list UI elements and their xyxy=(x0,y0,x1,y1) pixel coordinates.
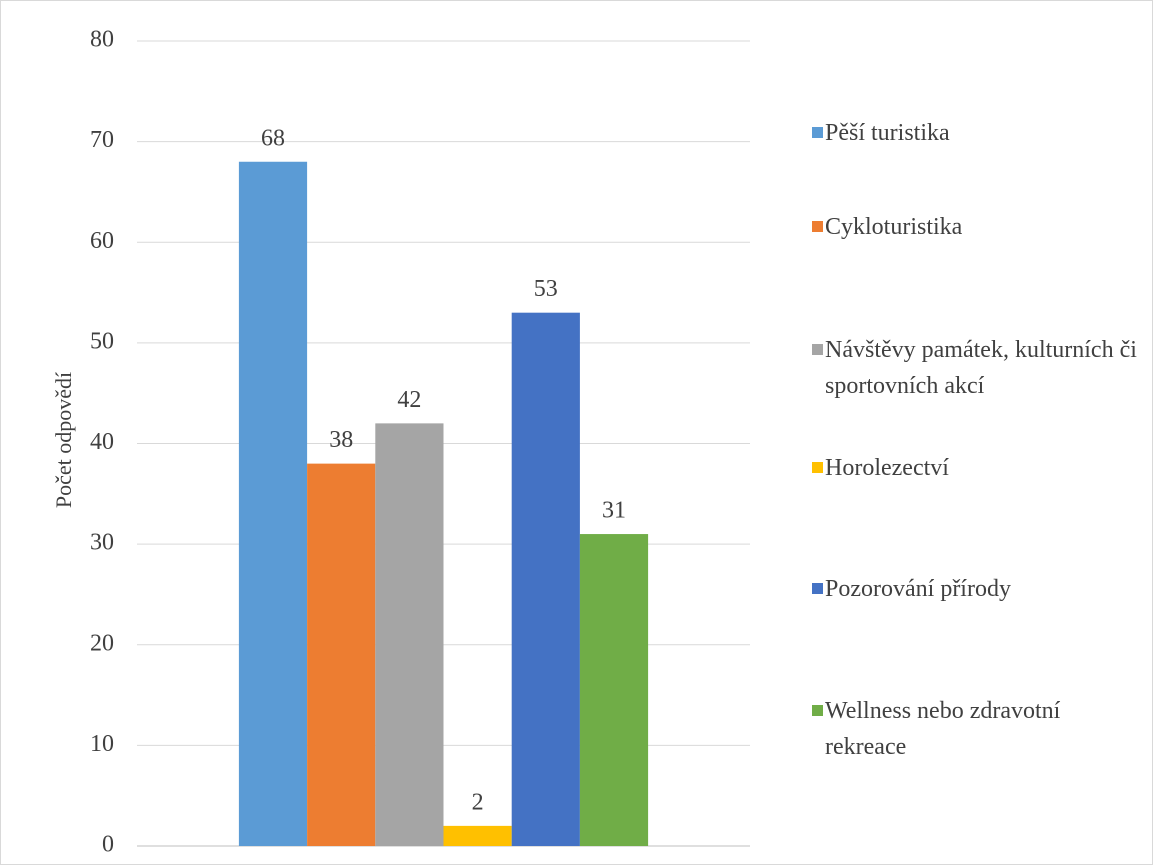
legend-label: Pozorování přírody xyxy=(825,576,1011,602)
legend-swatch xyxy=(812,221,823,232)
y-tick-label: 30 xyxy=(90,530,114,556)
data-label: 68 xyxy=(261,125,285,151)
bar xyxy=(307,463,376,846)
y-tick-label: 40 xyxy=(90,429,114,455)
legend-swatch xyxy=(812,705,823,716)
legend-entry: Návštěvy památek, kulturních či sportovn… xyxy=(812,332,1142,404)
legend-entry: Pěší turistika xyxy=(812,115,1142,151)
data-label: 42 xyxy=(397,387,421,413)
data-label: 53 xyxy=(534,276,558,302)
data-label: 38 xyxy=(329,427,353,453)
bar xyxy=(579,534,649,846)
y-tick-label: 80 xyxy=(90,27,114,53)
y-tick-label: 20 xyxy=(90,630,114,656)
legend-entry: Wellness nebo zdravotní rekreace xyxy=(812,693,1142,765)
legend-entry: Pozorování přírody xyxy=(812,571,1142,607)
legend-entry: Cykloturistika xyxy=(812,209,1142,245)
data-label: 2 xyxy=(472,789,484,815)
bar xyxy=(375,423,444,846)
bar xyxy=(238,161,308,846)
bar xyxy=(443,825,512,846)
bar xyxy=(511,312,580,846)
legend-swatch xyxy=(812,127,823,138)
y-tick-label: 70 xyxy=(90,127,114,153)
legend-label: Návštěvy památek, kulturních či sportovn… xyxy=(825,337,1137,399)
legend-swatch xyxy=(812,583,823,594)
y-tick-label: 10 xyxy=(90,731,114,757)
legend-label: Wellness nebo zdravotní rekreace xyxy=(825,698,1061,760)
y-axis-label: Počet odpovědí xyxy=(51,372,76,508)
legend-label: Horolezectví xyxy=(825,455,949,481)
legend-label: Cykloturistika xyxy=(825,214,963,240)
y-tick-label: 0 xyxy=(102,832,114,858)
legend-label: Pěší turistika xyxy=(825,120,950,146)
y-tick-label: 60 xyxy=(90,228,114,254)
y-tick-label: 50 xyxy=(90,328,114,354)
legend-swatch xyxy=(812,462,823,473)
legend-entry: Horolezectví xyxy=(812,450,1142,486)
legend-swatch xyxy=(812,344,823,355)
data-label: 31 xyxy=(602,498,626,524)
